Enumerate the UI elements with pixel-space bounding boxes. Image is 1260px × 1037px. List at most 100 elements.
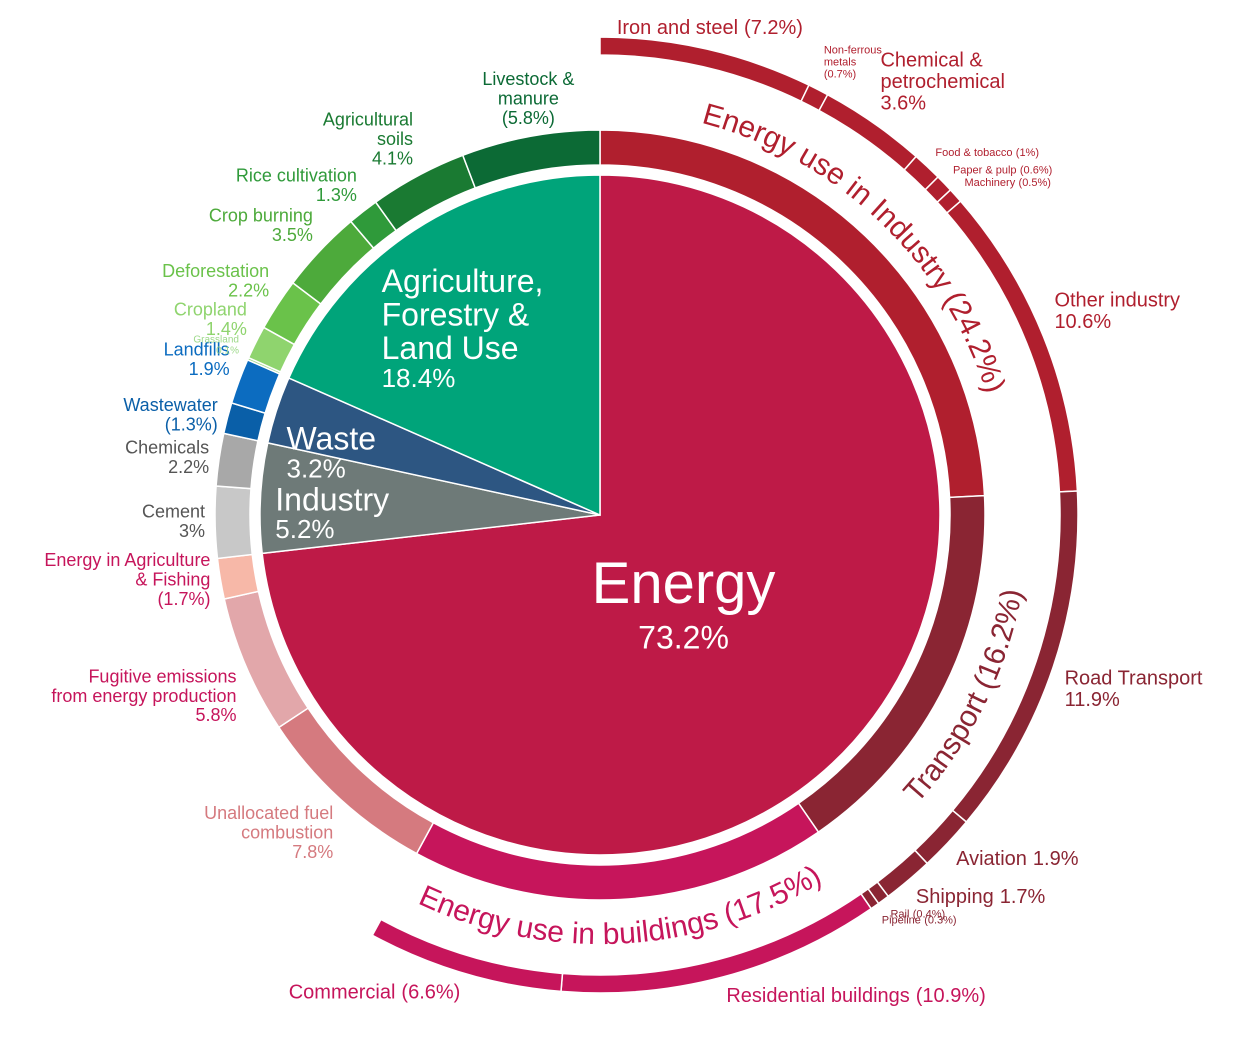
outer-label: Residential buildings (10.9%) <box>726 985 985 1007</box>
ring-label-part: Chemicals <box>125 437 209 457</box>
ring-segment <box>215 432 259 490</box>
ring-label-part: Crop burning <box>209 205 313 225</box>
outer-label: Food & tobacco (1%) <box>935 147 1039 159</box>
ring-label-part: 5.8% <box>195 705 236 725</box>
outer-label-part: 10.6% <box>1054 311 1111 333</box>
outer-label: Non-ferrous metals (0.7%) <box>824 45 883 81</box>
pie-label-value: 73.2% <box>638 620 729 656</box>
ring-segment <box>461 129 601 189</box>
ring-label-part: & Fishing <box>135 569 210 589</box>
pie-label: Industry 5.2% <box>275 482 389 544</box>
ring-label-part: manure <box>498 88 559 108</box>
pie-label: Energy 73.2% <box>592 551 776 655</box>
ring-label-part: Fugitive emissions <box>88 666 236 686</box>
outer-label-part: Shipping <box>916 887 994 909</box>
outer-label-part: Commercial <box>289 982 396 1004</box>
ring-label-part: Unallocated fuel <box>204 803 333 823</box>
outer-label-part: (6.6%) <box>401 982 460 1004</box>
ring-label: Unallocated fuel combustion 7.8% <box>204 803 333 862</box>
outer-label-part: (0.7%) <box>824 68 856 80</box>
pie-label-value: 3.2% <box>287 453 346 483</box>
pie-label-name: Industry <box>275 482 389 518</box>
outer-label: Commercial (6.6%) <box>289 982 461 1004</box>
outer-label: Shipping 1.7% <box>916 887 1046 909</box>
ring-label-part: 1.9% <box>189 359 230 379</box>
pie-label-value: 18.4% <box>382 363 456 393</box>
outer-label: Other industry 10.6% <box>1054 290 1180 334</box>
pie-label-value: 5.2% <box>275 514 334 544</box>
sector-value: (16.2%) <box>967 586 1029 694</box>
outer-label-part: 1.7% <box>1000 887 1046 909</box>
outer-label: Pipeline (0.3%) <box>882 915 957 927</box>
ring-label: Crop burning 3.5% <box>209 205 313 244</box>
outer-label-part: Paper & pulp <box>953 164 1017 176</box>
ring-label-part: (1.3%) <box>165 414 218 434</box>
pie-label-name: Waste <box>287 421 377 457</box>
ring-label-part: Grassland <box>193 334 239 345</box>
ring-label-part: 2.2% <box>168 457 209 477</box>
ring-label-part: (5.8%) <box>502 108 555 128</box>
ring-label: Grassland 0.1% <box>193 334 239 356</box>
ring-label: Cropland 1.4% <box>174 299 247 338</box>
ring-label-part: 4.1% <box>372 148 413 168</box>
outer-label-part: (0.3%) <box>924 915 956 927</box>
outer-segment <box>599 36 810 103</box>
ring-segment <box>214 485 254 560</box>
ring-label-part: Wastewater <box>123 395 217 415</box>
outer-label-part: 1.9% <box>1033 848 1079 870</box>
ring-label: Livestock & manure (5.8%) <box>482 69 574 128</box>
ring-label: Wastewater (1.3%) <box>123 395 217 434</box>
outer-label-part: Food & tobacco <box>935 147 1012 159</box>
outer-label: Aviation 1.9% <box>956 848 1079 870</box>
pie-label-name: Agriculture, <box>382 263 544 299</box>
outer-label-part: (7.2%) <box>744 17 803 39</box>
pie-label-name: Energy <box>592 551 776 616</box>
ring-label-part: Livestock & <box>482 69 574 89</box>
outer-label-part: (1%) <box>1016 147 1039 159</box>
pie-label-name: Forestry & <box>382 297 530 333</box>
outer-label: Rail (0.4%) <box>890 908 945 920</box>
ring-label: Cement 3% <box>142 501 205 540</box>
outer-label: Road Transport 11.9% <box>1065 668 1203 712</box>
ring-label-part: Landfills <box>164 339 230 359</box>
outer-label-part: Rail <box>890 908 909 920</box>
outer-label-part: 11.9% <box>1065 689 1120 711</box>
ring-label-part: Rice cultivation <box>236 165 357 185</box>
ring-label-part: 3.5% <box>272 225 313 245</box>
outer-label-part: Pipeline <box>882 915 921 927</box>
pie-slice <box>287 174 601 517</box>
outer-label-part: Road Transport <box>1065 668 1203 690</box>
ring-segment <box>216 553 260 600</box>
outer-label-part: petrochemical <box>880 71 1005 93</box>
outer-label: Paper & pulp (0.6%) <box>953 164 1052 176</box>
ring-label: Landfills 1.9% <box>164 339 230 378</box>
ring-label: Agricultural soils 4.1% <box>323 109 413 168</box>
outer-label-part: Residential buildings <box>726 985 909 1007</box>
outer-label-part: Iron and steel <box>617 17 738 39</box>
outer-label-part: metals <box>824 56 857 68</box>
ring-label: Fugitive emissions from energy production… <box>51 666 236 725</box>
ring-label: Chemicals 2.2% <box>125 437 209 476</box>
outer-label-part: Other industry <box>1054 290 1180 312</box>
outer-label-part: 3.6% <box>880 93 926 115</box>
ring-label: Rice cultivation 1.3% <box>236 165 357 204</box>
outer-label: Iron and steel (7.2%) <box>617 17 803 39</box>
ring-label-part: soils <box>377 129 413 149</box>
ring-label: Energy in Agriculture & Fishing (1.7%) <box>44 550 210 609</box>
ring-label-part: Cropland <box>174 299 247 319</box>
ring-label-part: (1.7%) <box>157 589 210 609</box>
ring-label-part: 1.3% <box>316 185 357 205</box>
outer-label-part: Chemical & <box>880 50 983 72</box>
ring-label: Deforestation 2.2% <box>162 261 269 300</box>
outer-label-part: (10.9%) <box>916 985 986 1007</box>
ring-label-part: from energy production <box>51 686 236 706</box>
ring-label-part: Agricultural <box>323 109 413 129</box>
outer-label-part: Machinery <box>964 177 1015 189</box>
ring-label-part: Cement <box>142 501 205 521</box>
outer-label-part: (0.6%) <box>1020 164 1052 176</box>
ring-label-part: 1.4% <box>206 319 247 339</box>
pie-slice <box>261 174 941 856</box>
outer-label-part: Aviation <box>956 848 1027 870</box>
outer-label: Chemical & petrochemical 3.6% <box>880 50 1005 115</box>
